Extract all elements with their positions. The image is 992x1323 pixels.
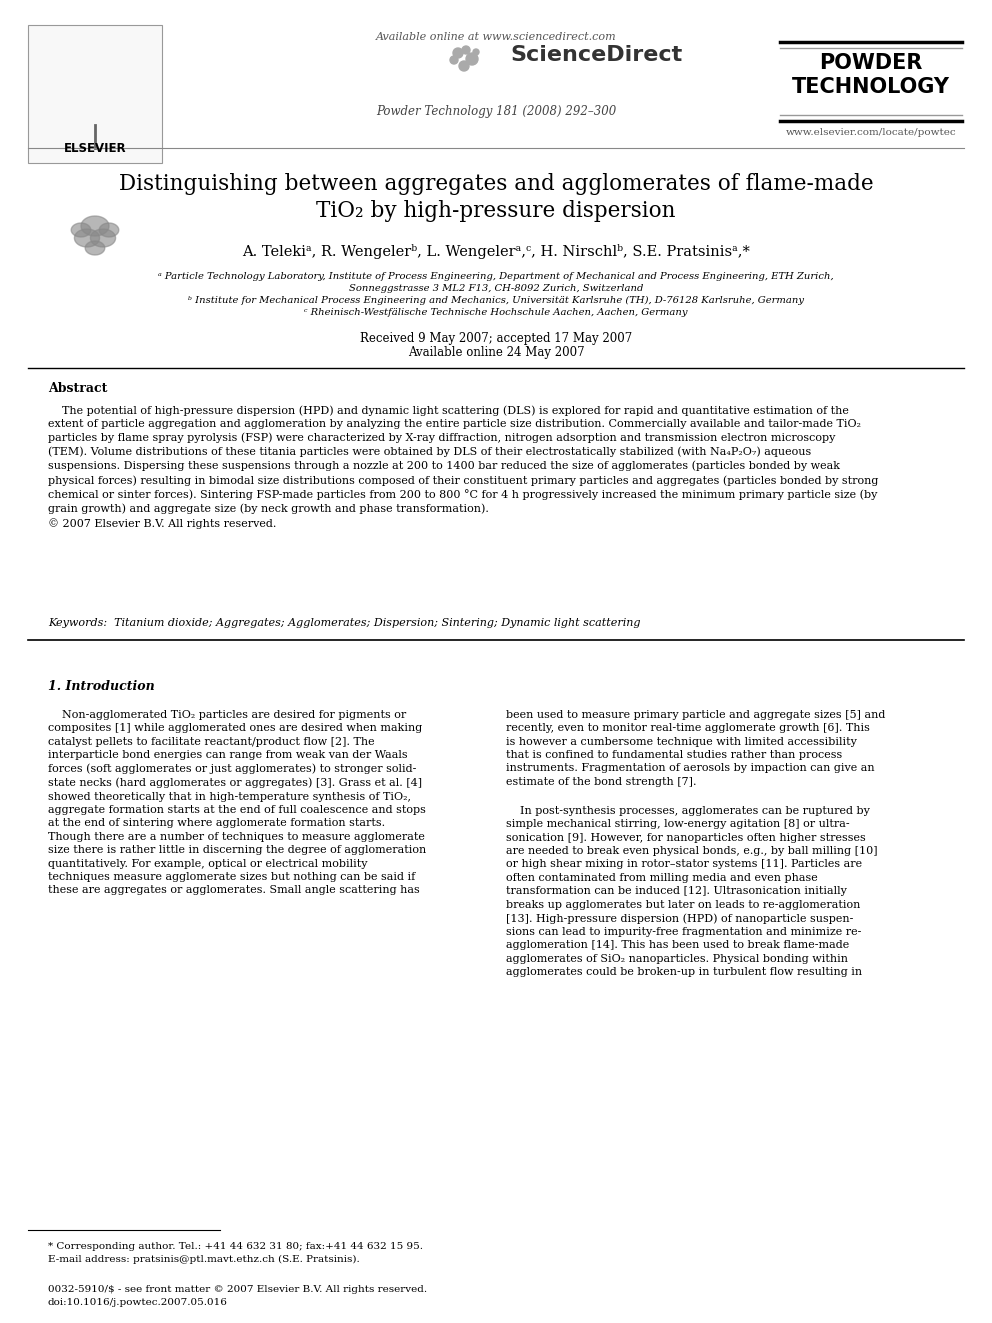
Polygon shape [99, 224, 119, 237]
Text: Keywords:  Titanium dioxide; Aggregates; Agglomerates; Dispersion; Sintering; Dy: Keywords: Titanium dioxide; Aggregates; … [48, 618, 641, 628]
Circle shape [466, 53, 478, 65]
Text: POWDER
TECHNOLOGY: POWDER TECHNOLOGY [792, 53, 950, 97]
Text: ᵃ Particle Technology Laboratory, Institute of Process Engineering, Department o: ᵃ Particle Technology Laboratory, Instit… [158, 273, 834, 280]
Polygon shape [85, 241, 105, 255]
Polygon shape [81, 216, 109, 235]
Text: doi:10.1016/j.powtec.2007.05.016: doi:10.1016/j.powtec.2007.05.016 [48, 1298, 228, 1307]
Text: Non-agglomerated TiO₂ particles are desired for pigments or
composites [1] while: Non-agglomerated TiO₂ particles are desi… [48, 710, 427, 896]
Text: TiO₂ by high-pressure dispersion: TiO₂ by high-pressure dispersion [316, 200, 676, 222]
Circle shape [453, 48, 463, 58]
Text: ᶜ Rheinisch-Westfälische Technische Hochschule Aachen, Aachen, Germany: ᶜ Rheinisch-Westfälische Technische Hoch… [305, 308, 687, 318]
Polygon shape [74, 229, 99, 247]
Text: Sonneggstrasse 3 ML2 F13, CH-8092 Zurich, Switzerland: Sonneggstrasse 3 ML2 F13, CH-8092 Zurich… [349, 284, 643, 292]
Text: 0032-5910/$ - see front matter © 2007 Elsevier B.V. All rights reserved.: 0032-5910/$ - see front matter © 2007 El… [48, 1285, 428, 1294]
Bar [28, 25, 162, 163]
Circle shape [450, 56, 458, 64]
Text: ELSEVIER: ELSEVIER [63, 142, 126, 155]
Circle shape [462, 46, 470, 54]
Text: E-mail address: pratsinis@ptl.mavt.ethz.ch (S.E. Pratsinis).: E-mail address: pratsinis@ptl.mavt.ethz.… [48, 1256, 360, 1263]
Text: Abstract: Abstract [48, 382, 107, 396]
Text: been used to measure primary particle and aggregate sizes [5] and
recently, even: been used to measure primary particle an… [506, 710, 886, 787]
Text: Available online 24 May 2007: Available online 24 May 2007 [408, 347, 584, 359]
Text: In post-synthesis processes, agglomerates can be ruptured by
simple mechanical s: In post-synthesis processes, agglomerate… [506, 806, 878, 978]
Text: Available online at www.sciencedirect.com: Available online at www.sciencedirect.co… [376, 32, 616, 42]
Text: * Corresponding author. Tel.: +41 44 632 31 80; fax:+41 44 632 15 95.: * Corresponding author. Tel.: +41 44 632… [48, 1242, 423, 1252]
Text: Distinguishing between aggregates and agglomerates of flame-made: Distinguishing between aggregates and ag… [119, 173, 873, 194]
Polygon shape [90, 229, 116, 247]
Text: www.elsevier.com/locate/powtec: www.elsevier.com/locate/powtec [786, 128, 956, 138]
Text: 1. Introduction: 1. Introduction [48, 680, 155, 693]
Text: A. Telekiᵃ, R. Wengelerᵇ, L. Wengelerᵃ,ᶜ, H. Nirschlᵇ, S.E. Pratsinisᵃ,*: A. Telekiᵃ, R. Wengelerᵇ, L. Wengelerᵃ,ᶜ… [242, 243, 750, 259]
Text: ScienceDirect: ScienceDirect [510, 45, 682, 65]
Text: Received 9 May 2007; accepted 17 May 2007: Received 9 May 2007; accepted 17 May 200… [360, 332, 632, 345]
Circle shape [459, 61, 469, 71]
Text: ᵇ Institute for Mechanical Process Engineering and Mechanics, Universität Karlsr: ᵇ Institute for Mechanical Process Engin… [188, 296, 804, 306]
Circle shape [473, 49, 479, 56]
Polygon shape [71, 224, 91, 237]
Text: The potential of high-pressure dispersion (HPD) and dynamic light scattering (DL: The potential of high-pressure dispersio… [48, 405, 878, 529]
Text: Powder Technology 181 (2008) 292–300: Powder Technology 181 (2008) 292–300 [376, 105, 616, 118]
